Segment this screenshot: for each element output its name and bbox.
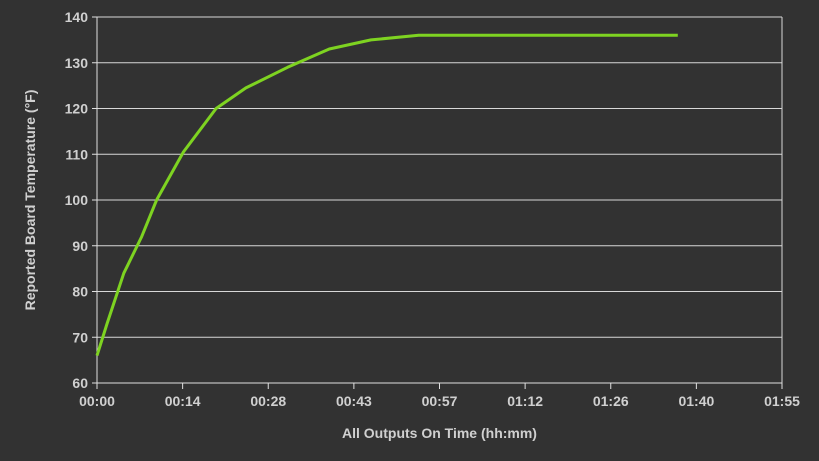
x-tick-label: 01:40 [678,393,714,409]
x-tick-label: 00:28 [250,393,286,409]
y-tick-label: 120 [65,101,89,117]
y-tick-label: 70 [72,329,88,345]
y-tick-label: 140 [65,9,89,25]
y-tick-label: 90 [72,238,88,254]
axes [92,16,783,389]
x-tick-label: 00:57 [422,393,458,409]
tick-labels: 60 70 80 90 100 110 120 130 140 00:00 00:14 00:28 00… [65,9,800,409]
y-tick-label: 80 [72,284,88,300]
x-tick-label: 01:26 [593,393,629,409]
x-tick-label: 00:14 [165,393,201,409]
series-layer [95,33,678,357]
x-axis-title: All Outputs On Time (hh:mm) [342,425,537,441]
y-tick-label: 110 [65,146,88,162]
x-tick-label: 00:00 [79,393,115,409]
x-tick-label: 00:43 [336,393,372,409]
y-tick-label: 60 [72,375,88,391]
x-tick-label: 01:12 [507,393,543,409]
y-axis-title: Reported Board Temperature (°F) [22,90,38,311]
y-tick-label: 100 [65,192,89,208]
x-tick-label: 01:55 [764,393,800,409]
series-line-0 [95,33,678,357]
gridlines [97,16,783,383]
y-tick-label: 130 [65,55,89,71]
